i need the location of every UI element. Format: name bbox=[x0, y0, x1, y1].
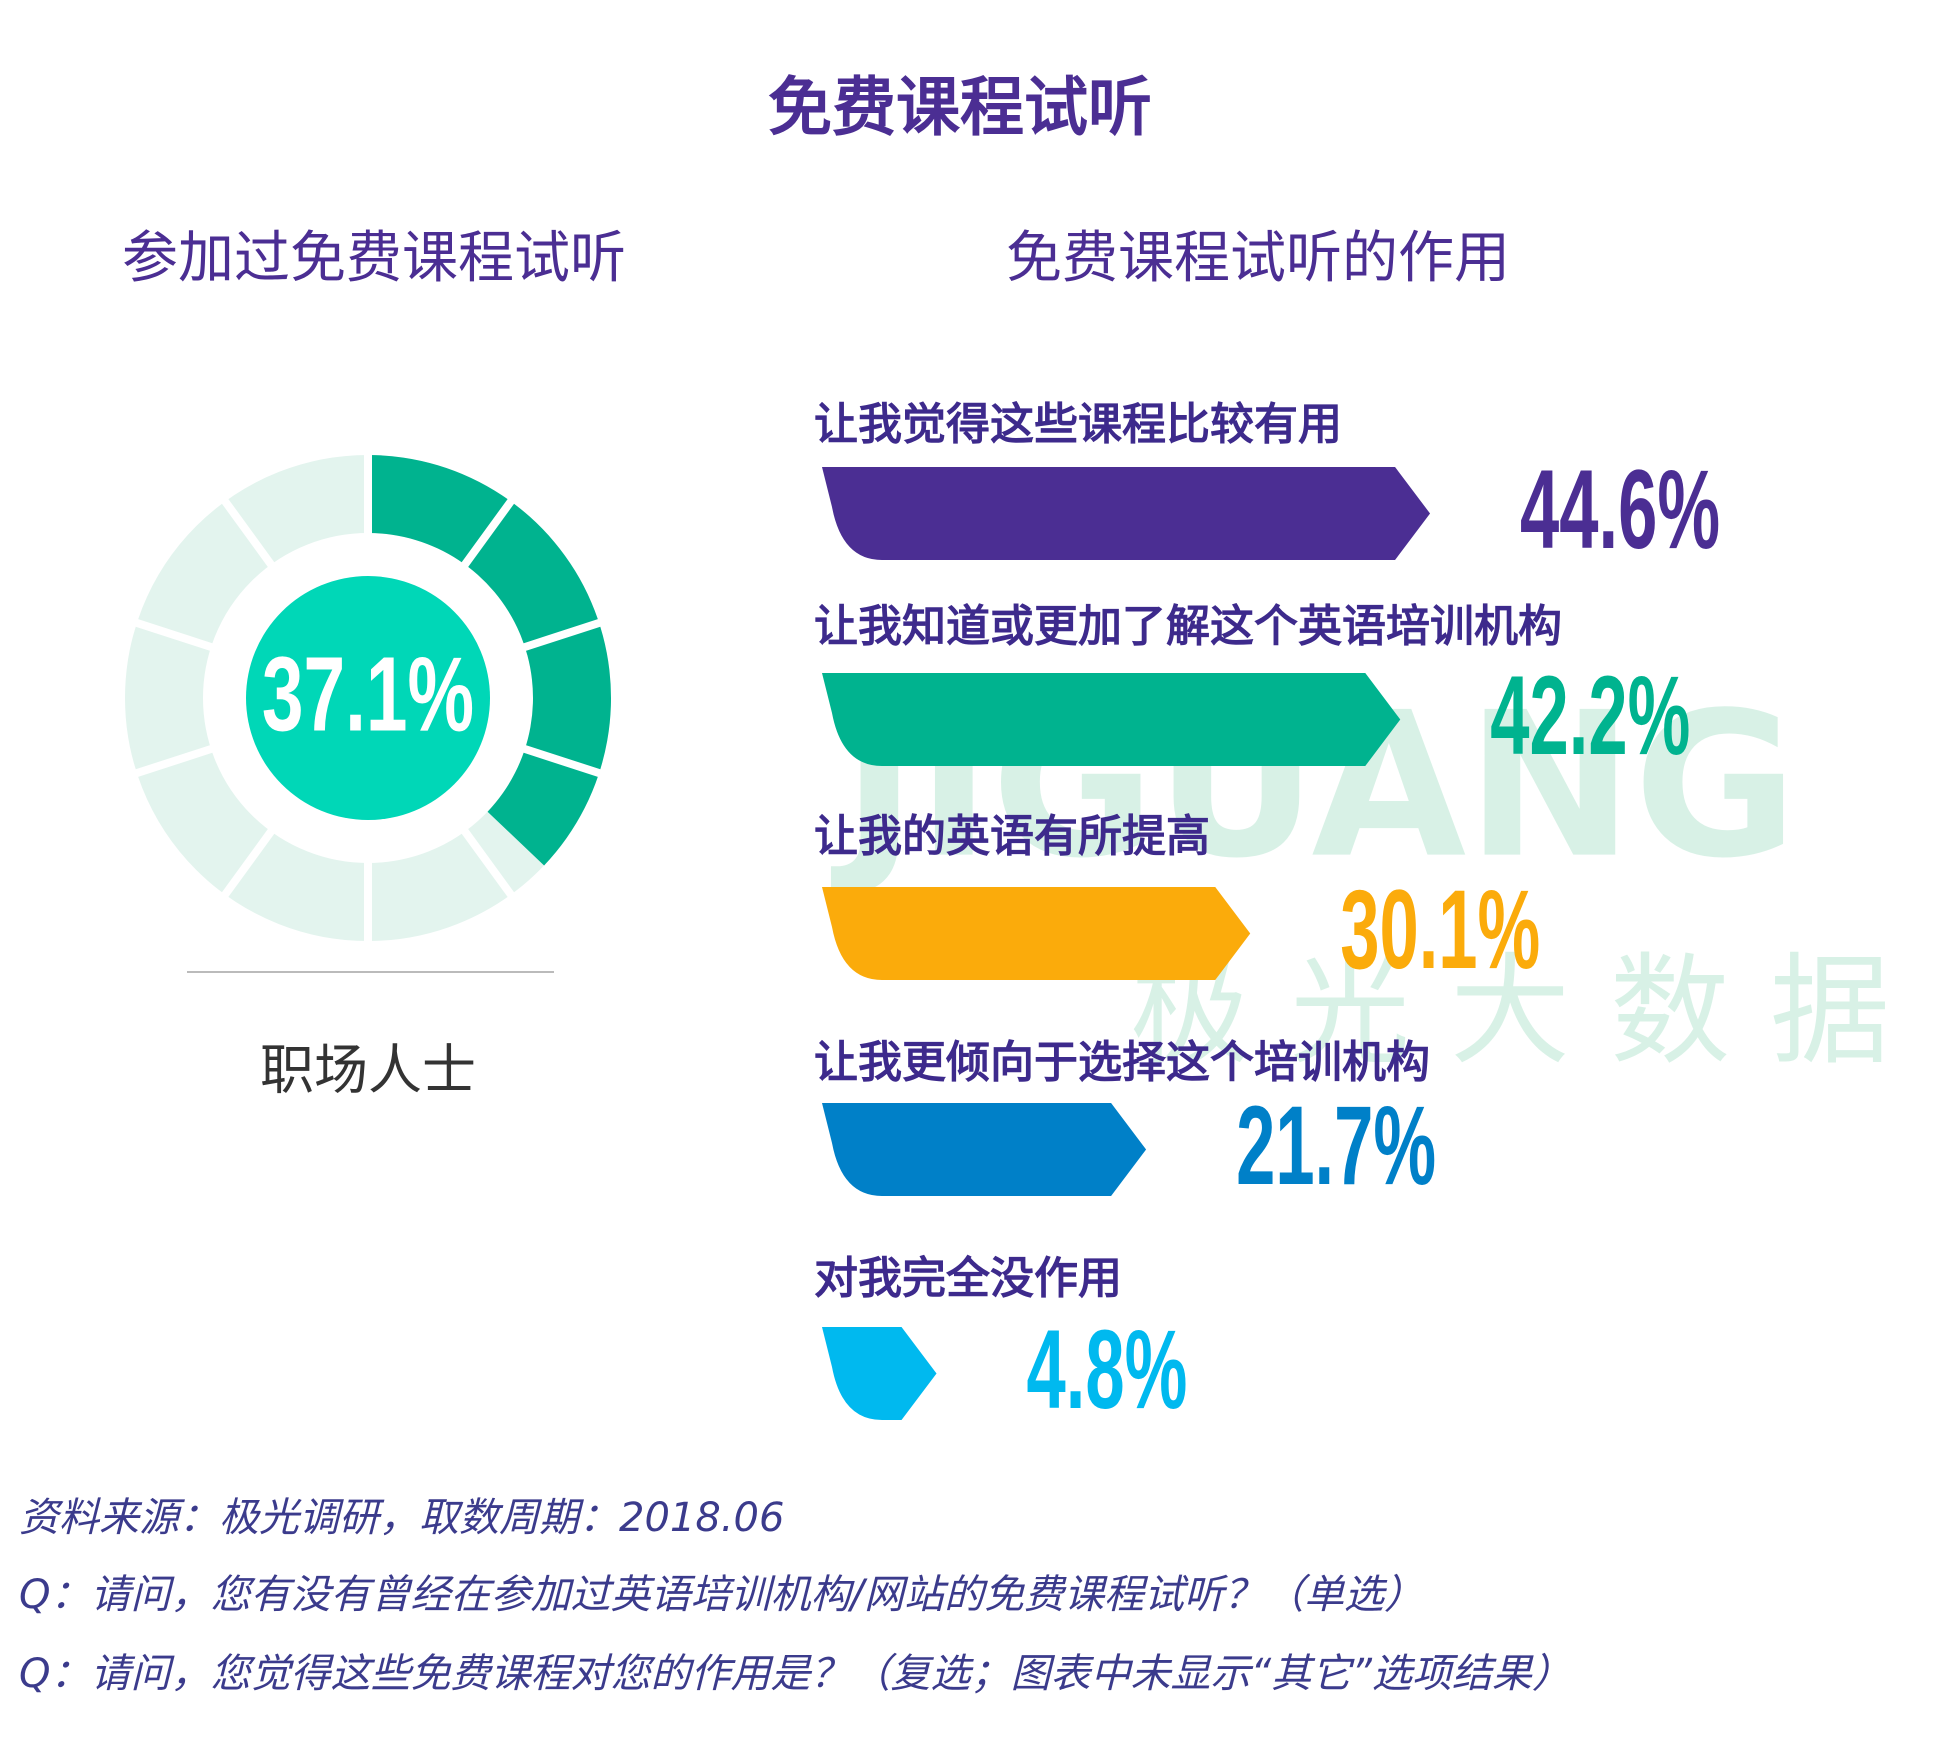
bar-category-label: 让我觉得这些课程比较有用 bbox=[814, 399, 1342, 450]
bar bbox=[822, 1327, 937, 1420]
bar bbox=[822, 467, 1431, 560]
donut-arc bbox=[368, 455, 611, 866]
segment-gap bbox=[521, 618, 603, 652]
value-label: 37.1% bbox=[262, 636, 474, 754]
watermark-text: 极光大数据 bbox=[1130, 943, 1930, 1082]
segment-gap bbox=[521, 744, 603, 778]
bar-category-label: 让我的英语有所提高 bbox=[814, 811, 1210, 862]
chart-title: 免费课程试听的作用 bbox=[1006, 226, 1510, 291]
segment-gap bbox=[220, 827, 276, 899]
bar-category-label: 让我更倾向于选择这个培训机构 bbox=[814, 1037, 1430, 1088]
segment-gap bbox=[460, 827, 516, 899]
bar bbox=[822, 887, 1251, 980]
value-label: 44.6% bbox=[1520, 446, 1720, 572]
segment-gap bbox=[220, 497, 276, 569]
note: Q：请问，您有没有曾经在参加过英语培训机构/网站的免费课程试听？（单选） bbox=[19, 1572, 1424, 1618]
value-label: 30.1% bbox=[1340, 866, 1540, 992]
page-title: 免费课程试听 bbox=[768, 72, 1152, 146]
chart-title: 参加过免费课程试听 bbox=[122, 226, 626, 291]
value-label: 42.2% bbox=[1490, 652, 1690, 778]
bar-category-label: 对我完全没作用 bbox=[814, 1253, 1122, 1304]
note: Q：请问，您觉得这些免费课程对您的作用是？（复选；图表中未显示“其它”选项结果） bbox=[19, 1651, 1572, 1697]
bar-category-label: 让我知道或更加了解这个英语培训机构 bbox=[814, 601, 1562, 652]
bar bbox=[822, 673, 1401, 766]
value-label: 21.7% bbox=[1236, 1082, 1436, 1208]
category-label: 职场人士 bbox=[260, 1039, 476, 1102]
value-label: 4.8% bbox=[1027, 1306, 1188, 1432]
segment-gap bbox=[133, 618, 215, 652]
donut-center bbox=[246, 576, 490, 820]
note: 资料来源：极光调研，取数周期：2018.06 bbox=[19, 1495, 784, 1541]
segment-gap bbox=[460, 497, 516, 569]
bar bbox=[822, 1103, 1147, 1196]
segment-gap bbox=[133, 744, 215, 778]
